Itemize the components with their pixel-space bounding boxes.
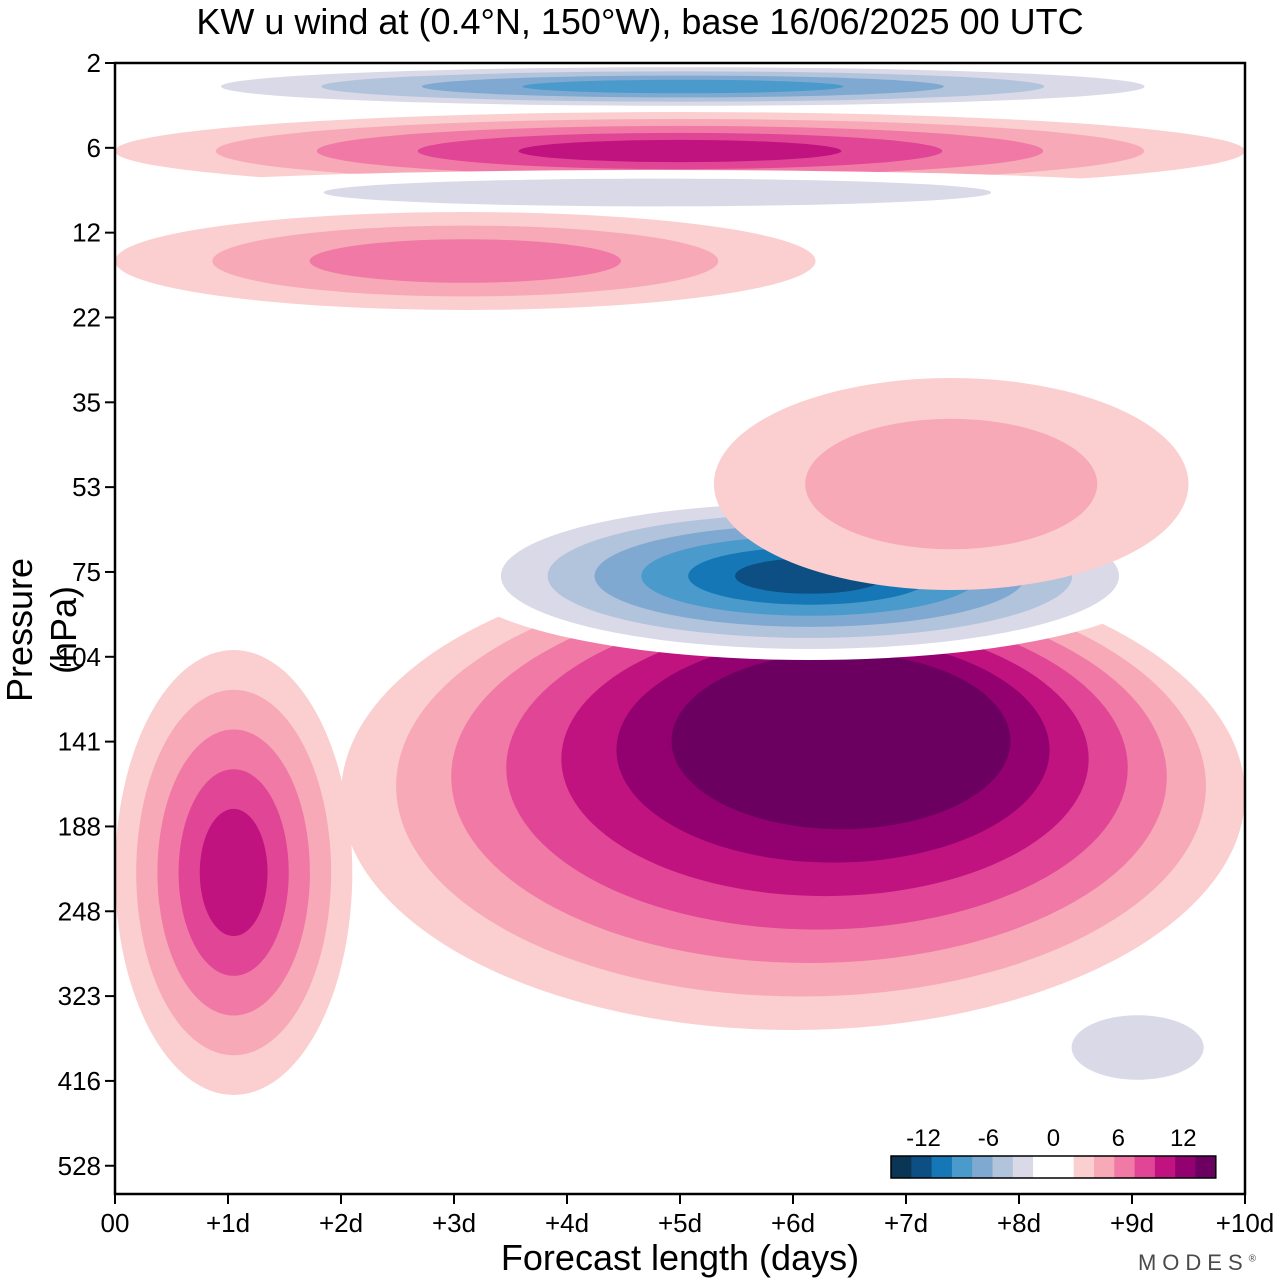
colorbar-tick-label: -12	[906, 1125, 941, 1152]
x-tick-label: +9d	[1110, 1208, 1154, 1238]
brand-mark: ®	[1248, 1253, 1256, 1265]
modes-logo: MODES®	[1138, 1250, 1256, 1276]
x-tick-label: +5d	[658, 1208, 702, 1238]
x-tick-label: +7d	[884, 1208, 928, 1238]
colorbar-swatch	[992, 1156, 1014, 1178]
colorbar-tick-label: -6	[978, 1125, 999, 1152]
colorbar-swatch	[1114, 1156, 1135, 1178]
contour-level-neg1p5	[126, 1140, 488, 1194]
contour-level-neg7p5	[522, 79, 844, 94]
y-tick-label: 528	[58, 1151, 101, 1181]
y-tick-label: 416	[58, 1066, 101, 1096]
contour-level-neg3	[323, 178, 992, 207]
x-axis-label: Forecast length (days)	[500, 1237, 860, 1278]
colorbar-swatch	[972, 1156, 993, 1178]
contour-level-13p5	[781, 683, 933, 763]
contour-level-7p5	[518, 139, 842, 163]
colorbar-swatch	[891, 1156, 912, 1178]
x-tick-label: +1d	[206, 1208, 250, 1238]
y-tick-label: 248	[58, 896, 101, 926]
y-tick-label: 75	[72, 557, 101, 587]
x-tick-label: +2d	[319, 1208, 363, 1238]
contour-level-7p5	[199, 808, 268, 937]
y-axis-label: Pressure (hPa)	[0, 557, 84, 703]
colorbar-tick-label: 12	[1170, 1125, 1197, 1152]
y-tick-label: 6	[87, 133, 101, 163]
contour-level-4p5	[309, 239, 621, 283]
y-tick-label: 53	[72, 472, 101, 502]
y-tick-label: 141	[58, 727, 101, 757]
colorbar-swatch	[951, 1156, 973, 1178]
y-tick-label: 188	[58, 811, 101, 841]
colorbar-swatch	[931, 1156, 953, 1178]
contour-level-3	[805, 418, 1098, 550]
y-tick-label: 2	[87, 48, 101, 78]
colorbar-swatch	[1094, 1156, 1115, 1178]
y-tick-label: 35	[72, 387, 101, 417]
y-tick-label: 12	[72, 218, 101, 248]
x-tick-label: +3d	[432, 1208, 476, 1238]
axes: 00 +1d +2d +3d +4d +5d +6d +7d +8d +9d +10d 2 6 12 22 3…	[58, 48, 1275, 1238]
contour-level-neg3	[1071, 1015, 1204, 1080]
x-tick-label: +10d	[1216, 1208, 1275, 1238]
colorbar-swatch	[1012, 1156, 1034, 1178]
y-tick-label: 323	[58, 981, 101, 1011]
colorbar-tick-label: 6	[1112, 1125, 1125, 1152]
colorbar-frame	[890, 1155, 1217, 1179]
contour-field	[115, 63, 1245, 1194]
contour-level-neg1p5	[115, 430, 364, 545]
colorbar-swatch	[1073, 1156, 1095, 1178]
colorbar-swatch	[1033, 1156, 1054, 1178]
brand-name: MODES	[1137, 1250, 1249, 1275]
x-tick-label: 00	[101, 1208, 130, 1238]
colorbar-tick-label: 0	[1047, 1125, 1060, 1152]
x-tick-label: +4d	[545, 1208, 589, 1238]
colorbar-swatch	[1134, 1156, 1156, 1178]
colorbar-swatch	[911, 1156, 932, 1178]
chart-title: KW u wind at (0.4°N, 150°W), base 16/06/…	[196, 1, 1084, 42]
y-tick-label: 22	[72, 302, 101, 332]
colorbar-swatch	[1053, 1156, 1075, 1178]
x-tick-label: +6d	[771, 1208, 815, 1238]
y-tick-label: 104	[58, 642, 101, 672]
colorbar-swatch	[1195, 1156, 1217, 1178]
colorbar-swatch	[1175, 1156, 1196, 1178]
colorbar-legend: -12 -6 0 6 12	[890, 1125, 1217, 1179]
x-tick-label: +8d	[997, 1208, 1041, 1238]
contour-level-neg1p5	[1109, 258, 1245, 352]
colorbar-swatch	[1154, 1156, 1176, 1178]
